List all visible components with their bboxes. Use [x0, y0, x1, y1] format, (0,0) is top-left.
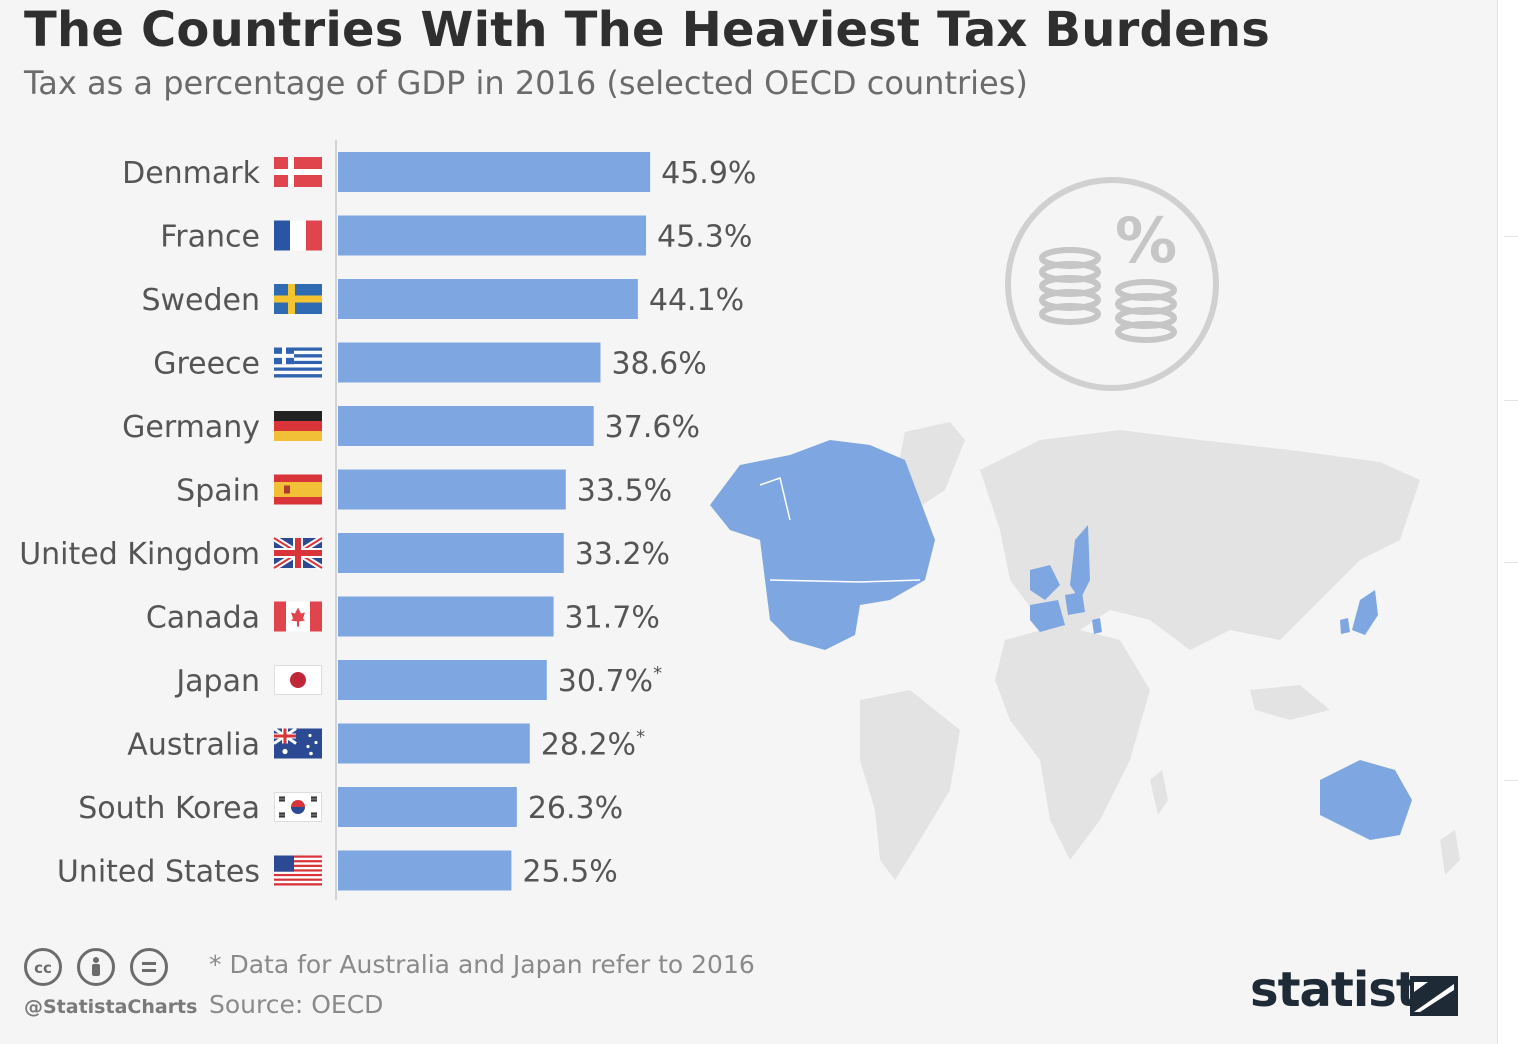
bar	[338, 660, 547, 700]
australia-flag-icon	[273, 727, 322, 759]
value-label: 33.2%	[575, 537, 670, 572]
category-label: France	[160, 220, 260, 255]
value-label: 26.3%	[528, 791, 623, 826]
category-label: United Kingdom	[19, 537, 260, 572]
bar-row: Australia 28.2%*	[127, 723, 645, 764]
bar	[338, 723, 530, 764]
category-label: Spain	[176, 474, 260, 509]
france-flag-icon	[274, 220, 322, 251]
category-label: Denmark	[122, 156, 261, 191]
world-map	[710, 422, 1460, 880]
spain-flag-icon	[274, 474, 322, 505]
cc-icon[interactable]: cc	[24, 948, 62, 986]
bar-row: United Kingdom 33.2%	[19, 533, 670, 573]
bar-row: Greece 38.6%	[153, 342, 707, 383]
chart-title: The Countries With The Heaviest Tax Burd…	[24, 2, 1270, 58]
page-edge	[1497, 0, 1498, 1044]
category-label: United States	[57, 855, 260, 890]
svg-text:%: %	[1115, 204, 1177, 277]
germany-flag-icon	[274, 411, 322, 441]
statista-handle[interactable]: @StatistaCharts	[24, 996, 198, 1018]
value-label: 44.1%	[649, 283, 744, 318]
value-label: 45.3%	[657, 220, 752, 255]
bar-row: Germany 37.6%	[122, 406, 700, 446]
sweden-flag-icon	[274, 284, 322, 314]
statista-logo-icon[interactable]	[1410, 976, 1458, 1016]
scroll-markers	[1500, 0, 1518, 1044]
category-label: South Korea	[78, 791, 260, 826]
canada-flag-icon	[274, 601, 322, 632]
bar	[338, 596, 554, 637]
value-label: 30.7%*	[558, 663, 662, 699]
united-kingdom-flag-icon	[272, 535, 324, 571]
united-states-flag-icon	[274, 855, 322, 886]
greece-flag-icon	[274, 347, 322, 378]
source-note: Source: OECD	[209, 990, 384, 1019]
value-label: 25.5%	[522, 855, 617, 890]
category-label: Japan	[174, 664, 260, 699]
bar-row: South Korea 26.3%	[78, 787, 623, 827]
bar	[338, 215, 647, 256]
denmark-flag-icon	[274, 157, 322, 187]
percent-coins-icon: %	[1005, 177, 1219, 391]
bar	[338, 279, 638, 319]
value-label: 37.6%	[605, 410, 700, 445]
category-label: Greece	[153, 347, 260, 382]
bar	[338, 533, 564, 573]
bar	[338, 850, 512, 891]
bar	[338, 342, 601, 383]
japan-flag-icon	[274, 665, 322, 695]
bar-row: Sweden 44.1%	[141, 279, 744, 319]
value-label: 28.2%*	[541, 727, 645, 763]
bar-row: United States 25.5%	[57, 850, 618, 891]
bar	[338, 406, 594, 446]
bar	[338, 152, 651, 192]
category-label: Germany	[122, 410, 260, 445]
chart-subtitle: Tax as a percentage of GDP in 2016 (sele…	[24, 64, 1028, 102]
value-label: 38.6%	[611, 347, 706, 382]
value-label: 45.9%	[661, 156, 756, 191]
bar	[338, 469, 566, 510]
svg-text:cc: cc	[34, 959, 52, 977]
bar-row: France 45.3%	[160, 215, 752, 256]
bar-row: Spain 33.5%	[176, 469, 672, 510]
bar-row: Japan 30.7%*	[174, 660, 662, 700]
bar	[338, 787, 517, 827]
category-label: Canada	[146, 601, 260, 636]
footnote: * Data for Australia and Japan refer to …	[209, 950, 755, 979]
no-derivatives-icon[interactable]	[130, 948, 168, 986]
value-label: 31.7%	[565, 601, 660, 636]
category-label: Australia	[127, 728, 260, 763]
bar-row: Canada 31.7%	[146, 596, 660, 637]
south-korea-flag-icon	[274, 792, 322, 822]
bar-chart: %	[19, 140, 1460, 900]
bar-row: Denmark 45.9%	[122, 152, 756, 192]
attribution-icon[interactable]	[77, 948, 115, 986]
value-label: 33.5%	[577, 474, 672, 509]
footnote-mark: *	[636, 727, 645, 748]
category-label: Sweden	[141, 283, 260, 318]
footnote-mark: *	[653, 663, 662, 684]
